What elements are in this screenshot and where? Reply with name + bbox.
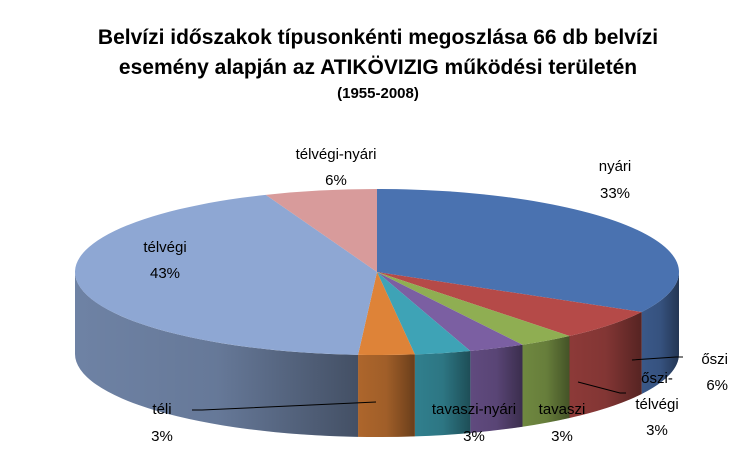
pie-slice-telvegi-nyari — [265, 189, 377, 272]
data-label-value-oszi-telvegi: 3% — [646, 422, 668, 439]
pie-slice-tavaszi-nyari — [377, 272, 471, 355]
leader-line-oszi — [631, 356, 683, 361]
pie-wall-shade-oszi — [569, 311, 642, 418]
data-label-name-teli: téli — [152, 401, 171, 418]
data-label-name-nyari: nyári — [599, 158, 632, 175]
data-label-name-telvegi: télvégi — [143, 239, 186, 256]
chart-title-line-2: esemény alapján az ATIKÖVIZIG működési t… — [119, 56, 637, 79]
data-labels: nyári 33% őszi 6% őszi-télvégi 3% tavaszi 3% tav… — [143, 146, 728, 445]
pie-wall-shade-telvegi — [75, 272, 359, 437]
data-label-name-tavaszi-nyari: tavaszi-nyári — [432, 401, 516, 418]
data-label-name-oszi-telvegi: őszi- — [641, 370, 673, 387]
pie-slice-teli — [358, 272, 415, 355]
pie-wall-shade-oszi-telvegi — [522, 335, 570, 427]
data-label-value-tavaszi: 3% — [551, 428, 573, 445]
pie-wall-shade-teli — [358, 354, 415, 437]
pie-slice-oszi — [377, 272, 642, 336]
pie-wall-shade-nyari — [641, 272, 679, 394]
chart-subtitle: (1955-2008) — [337, 85, 419, 102]
data-label-name-oszi: őszi — [701, 351, 728, 368]
data-label-value-telvegi-nyari: 6% — [325, 172, 347, 189]
data-label-name-telvegi-nyari: télvégi-nyári — [296, 146, 377, 163]
pie-wall-shade-tavaszi — [470, 344, 523, 433]
pie-slice-nyari — [377, 189, 679, 312]
data-label-name-oszi-telvegi: télvégi — [635, 396, 678, 413]
data-label-value-oszi: 6% — [706, 377, 728, 394]
pie-slice-telvegi — [74, 194, 378, 355]
data-label-value-teli: 3% — [151, 428, 173, 445]
label-leader-lines — [192, 356, 683, 411]
pie-slice-oszi-telvegi — [377, 272, 570, 345]
data-label-name-tavaszi: tavaszi — [539, 401, 586, 418]
data-label-value-nyari: 33% — [600, 185, 630, 202]
pie-sides — [75, 272, 679, 437]
pie-wall-shade-tavaszi-nyari — [414, 350, 471, 437]
pie-slice-tavaszi — [377, 272, 523, 351]
pie-top-faces — [74, 189, 679, 355]
leader-line-oszi-telvegi — [577, 381, 626, 394]
leader-line-teli — [192, 401, 377, 411]
data-label-value-telvegi: 43% — [150, 265, 180, 282]
chart-title-line-1: Belvízi időszakok típusonkénti megoszlás… — [98, 26, 658, 49]
data-label-value-tavaszi-nyari: 3% — [463, 428, 485, 445]
